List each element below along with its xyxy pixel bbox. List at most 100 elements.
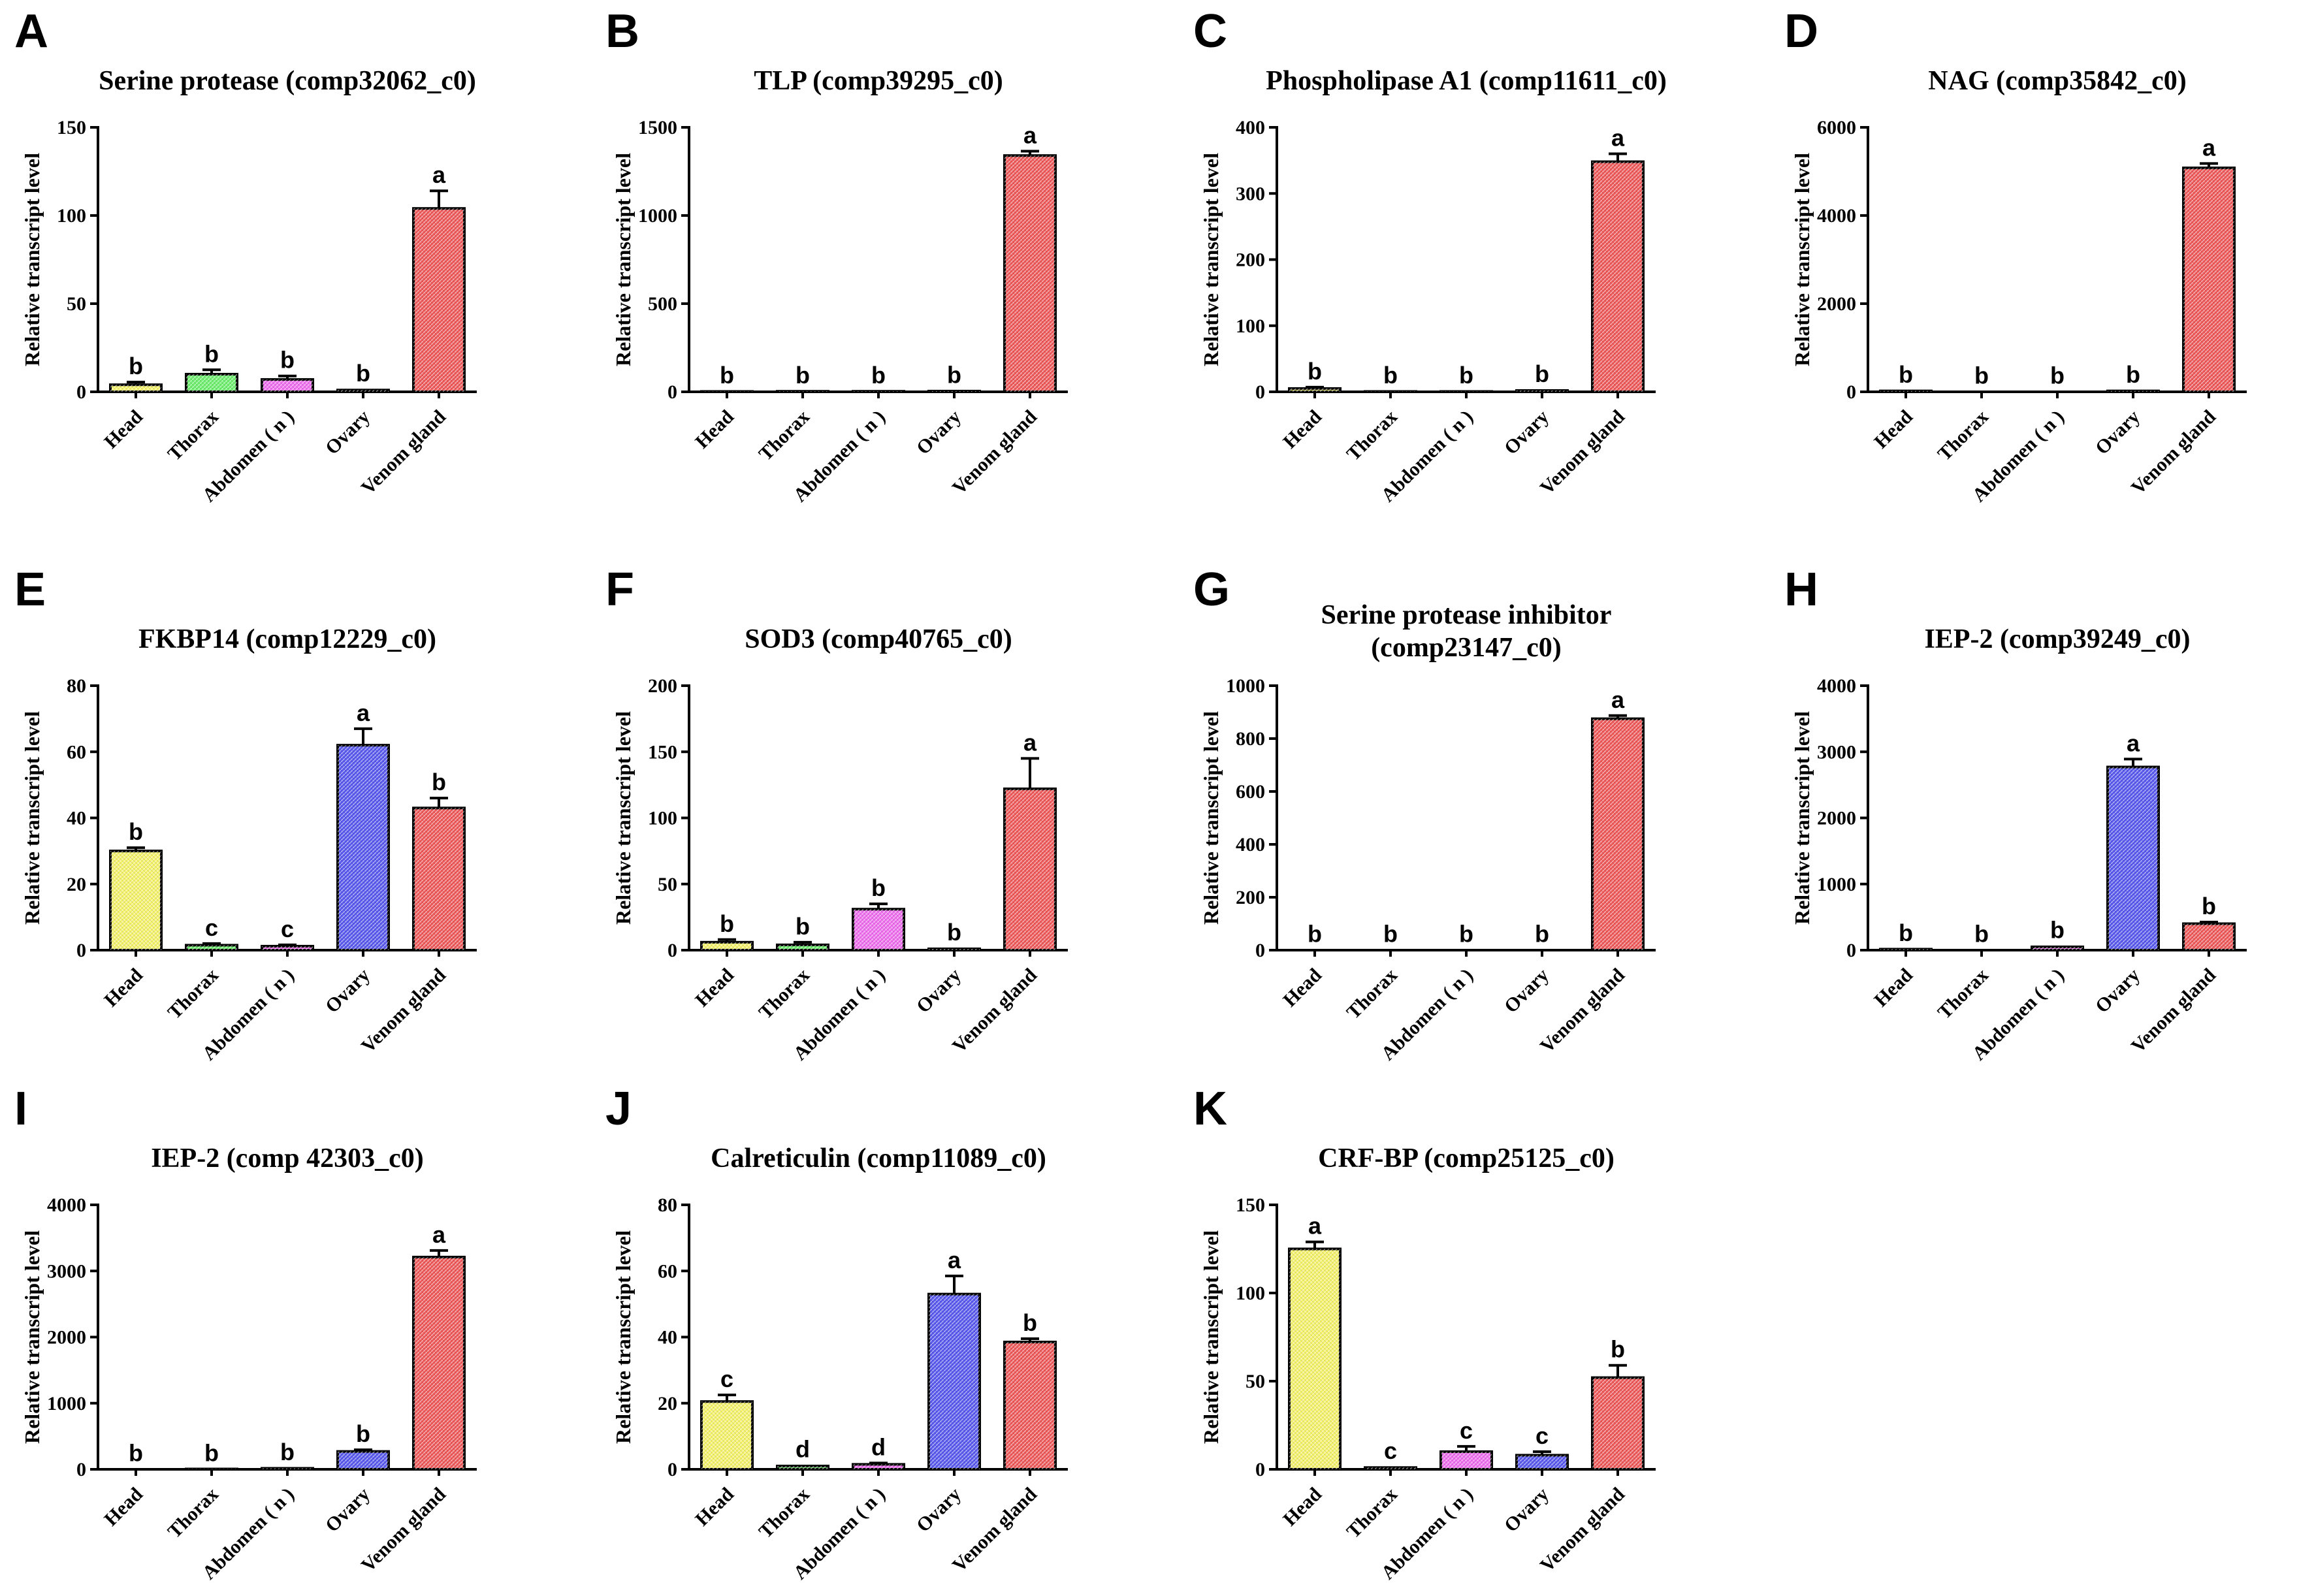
bar-texture — [1289, 388, 1340, 392]
panel-letter: H — [1784, 564, 1818, 616]
significance-letter: b — [1899, 919, 1913, 946]
y-axis-label: Relative transcript level — [20, 153, 44, 366]
y-tick-label: 60 — [658, 1260, 677, 1282]
chart-title: IEP-2 (comp 42303_c0) — [151, 1143, 424, 1173]
y-tick-label: 60 — [67, 741, 86, 763]
y-tick-label: 100 — [57, 205, 86, 227]
y-tick-label: 4000 — [1817, 675, 1856, 697]
category-label: Thorax — [754, 406, 814, 466]
bar-texture — [929, 391, 980, 392]
bar-texture — [2183, 923, 2234, 950]
significance-letter: b — [2050, 916, 2065, 943]
y-tick-label: 4000 — [1817, 205, 1856, 227]
category-label: Thorax — [1342, 406, 1402, 466]
significance-letter: b — [1308, 920, 1322, 947]
chart-panel-h: H IEP-2 (comp39249_c0) Relative transcript… — [1784, 564, 2247, 1064]
significance-letter: b — [2126, 361, 2140, 388]
y-tick-label: 0 — [1846, 940, 1856, 961]
bar-texture — [1441, 1452, 1492, 1469]
y-tick-label: 200 — [1236, 249, 1265, 271]
y-tick-label: 600 — [1236, 781, 1265, 803]
chart-title: FKBP14 (comp12229_c0) — [138, 624, 436, 654]
significance-letter: b — [356, 360, 370, 387]
significance-letter: a — [432, 161, 446, 188]
significance-letter: b — [871, 874, 886, 901]
chart-panel-c: C Phospholipase A1 (comp11611_c0) Relative… — [1193, 5, 1667, 506]
category-label: Ovary — [321, 406, 374, 459]
y-tick-label: 20 — [67, 874, 86, 895]
chart-title: SOD3 (comp40765_c0) — [745, 624, 1012, 654]
significance-letter: b — [204, 340, 219, 367]
bar-texture — [338, 390, 389, 392]
panel-letter: F — [605, 564, 634, 616]
panel-letter: I — [14, 1083, 27, 1135]
chart-panel-e: E FKBP14 (comp12229_c0) Relative transcrip… — [14, 564, 477, 1064]
category-label: Head — [1279, 406, 1326, 453]
y-tick-label: 1000 — [1817, 874, 1856, 895]
y-axis-label: Relative transcript level — [20, 711, 44, 925]
category-label: Thorax — [163, 1484, 223, 1543]
bar-texture — [1365, 391, 1416, 392]
y-tick-label: 0 — [1255, 381, 1265, 403]
y-tick-label: 1000 — [1226, 675, 1265, 697]
y-tick-label: 150 — [57, 117, 86, 138]
significance-letter: b — [1535, 920, 1549, 947]
bar-texture — [853, 1464, 904, 1469]
bar-texture — [1592, 1377, 1643, 1469]
chart-panel-g: G Serine protease inhibitor(comp23147_c0)… — [1193, 564, 1656, 1064]
y-tick-label: 50 — [1246, 1371, 1265, 1392]
y-tick-label: 6000 — [1817, 117, 1856, 138]
y-tick-label: 0 — [667, 940, 677, 961]
significance-letter: a — [1023, 121, 1037, 148]
significance-letter: b — [432, 769, 446, 795]
y-axis-label: Relative transcript level — [1199, 711, 1223, 925]
significance-letter: a — [1611, 125, 1625, 152]
bar-texture — [701, 391, 752, 392]
bar-texture — [701, 1401, 752, 1469]
bar-texture — [853, 391, 904, 392]
chart-panel-f: F SOD3 (comp40765_c0) Relative transcript … — [605, 564, 1068, 1064]
significance-letter: c — [1535, 1422, 1549, 1449]
category-label: Ovary — [321, 965, 374, 1017]
y-tick-label: 3000 — [47, 1260, 86, 1282]
significance-letter: b — [280, 1439, 295, 1465]
bar-texture — [777, 944, 828, 950]
significance-letter: b — [129, 353, 143, 379]
chart-title: NAG (comp35842_c0) — [1928, 66, 2186, 96]
chart-title: IEP-2 (comp39249_c0) — [1924, 624, 2190, 654]
category-label: Thorax — [1933, 406, 1993, 466]
bar-texture — [186, 374, 237, 392]
y-tick-label: 80 — [67, 675, 86, 697]
bar-texture — [2108, 767, 2159, 950]
bar-texture — [413, 208, 464, 392]
chart-panel-a: A Serine protease (comp32062_c0) Relative … — [14, 5, 477, 506]
y-tick-label: 0 — [1255, 1459, 1265, 1480]
category-label: Thorax — [163, 406, 223, 466]
significance-letter: b — [796, 362, 810, 389]
significance-letter: b — [947, 919, 961, 946]
y-tick-label: 0 — [76, 381, 86, 403]
category-label: Thorax — [1342, 965, 1402, 1024]
y-tick-label: 20 — [658, 1393, 677, 1414]
significance-letter: b — [947, 362, 961, 389]
panel-letter: B — [605, 5, 639, 57]
category-label: Thorax — [1933, 965, 1993, 1024]
category-label: Ovary — [2091, 965, 2144, 1017]
category-label: Head — [100, 406, 147, 453]
significance-letter: b — [280, 347, 295, 374]
chart-title: Phospholipase A1 (comp11611_c0) — [1266, 66, 1667, 96]
chart-title: (comp23147_c0) — [1371, 633, 1562, 663]
significance-letter: a — [1023, 729, 1037, 756]
significance-letter: a — [357, 699, 370, 726]
significance-letter: b — [871, 362, 886, 389]
category-label: Head — [691, 406, 738, 453]
significance-letter: c — [1460, 1417, 1473, 1444]
category-label: Ovary — [1500, 965, 1553, 1017]
category-label: Ovary — [1500, 1484, 1553, 1537]
significance-letter: b — [2050, 362, 2065, 389]
chart-panel-k: K CRF-BP (comp25125_c0) Relative transcrip… — [1193, 1083, 1656, 1584]
significance-letter: b — [204, 1439, 219, 1466]
significance-letter: b — [720, 910, 734, 937]
category-label: Ovary — [1500, 406, 1553, 459]
y-tick-label: 50 — [67, 293, 86, 315]
